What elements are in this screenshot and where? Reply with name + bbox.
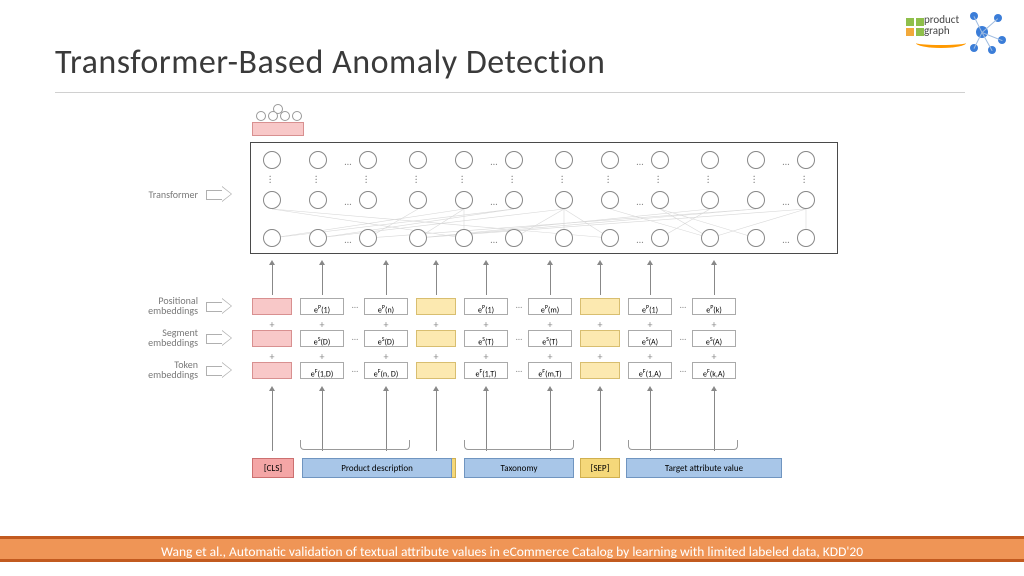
segment-embeddings-row: +eS(D)+…eS(D)++eS(T)+…eS(T)++eS(A)+…eS(A…: [248, 330, 844, 350]
positional-embeddings-row: eP(1)…eP(n)eP(1)…eP(m)eP(1)…eP(k): [248, 298, 844, 318]
logo-text: productgraph: [924, 14, 959, 36]
arrow-icon: [206, 330, 234, 346]
arrow-icon: [206, 186, 234, 202]
transformer-label: Transformer: [130, 188, 198, 201]
token-sep: [SEP]: [580, 458, 620, 478]
transformer-box: ………… ···································…: [250, 142, 838, 254]
segment-label: Taxonomy: [464, 458, 574, 478]
input-tokens-row: [CLS][SEP][SEP]Product descriptionTaxono…: [248, 458, 844, 482]
segment-label: Segment embeddings: [130, 328, 198, 348]
arrow-icon: [206, 298, 234, 314]
segment-label: Product description: [302, 458, 452, 478]
title-underline: [55, 92, 965, 93]
token-cls: [CLS]: [252, 458, 294, 478]
citation-footer: Wang et al., Automatic validation of tex…: [0, 536, 1024, 562]
token-label: Token embeddings: [130, 360, 198, 380]
arrow-icon: [206, 362, 234, 378]
token-embeddings-row: +eF(1,D)+…eF(n, D)++eF(1,T)+…eF(m,T)++eF…: [248, 362, 844, 382]
segment-label: Target attribute value: [626, 458, 782, 478]
classifier-head-box: [252, 122, 304, 136]
page-title: Transformer-Based Anomaly Detection: [55, 42, 605, 83]
positional-label: Positional embeddings: [130, 296, 198, 316]
product-graph-logo: productgraph: [906, 8, 1006, 56]
architecture-diagram: Transformer Positional embeddings Segmen…: [140, 110, 870, 495]
logo-swoosh: [916, 38, 966, 48]
